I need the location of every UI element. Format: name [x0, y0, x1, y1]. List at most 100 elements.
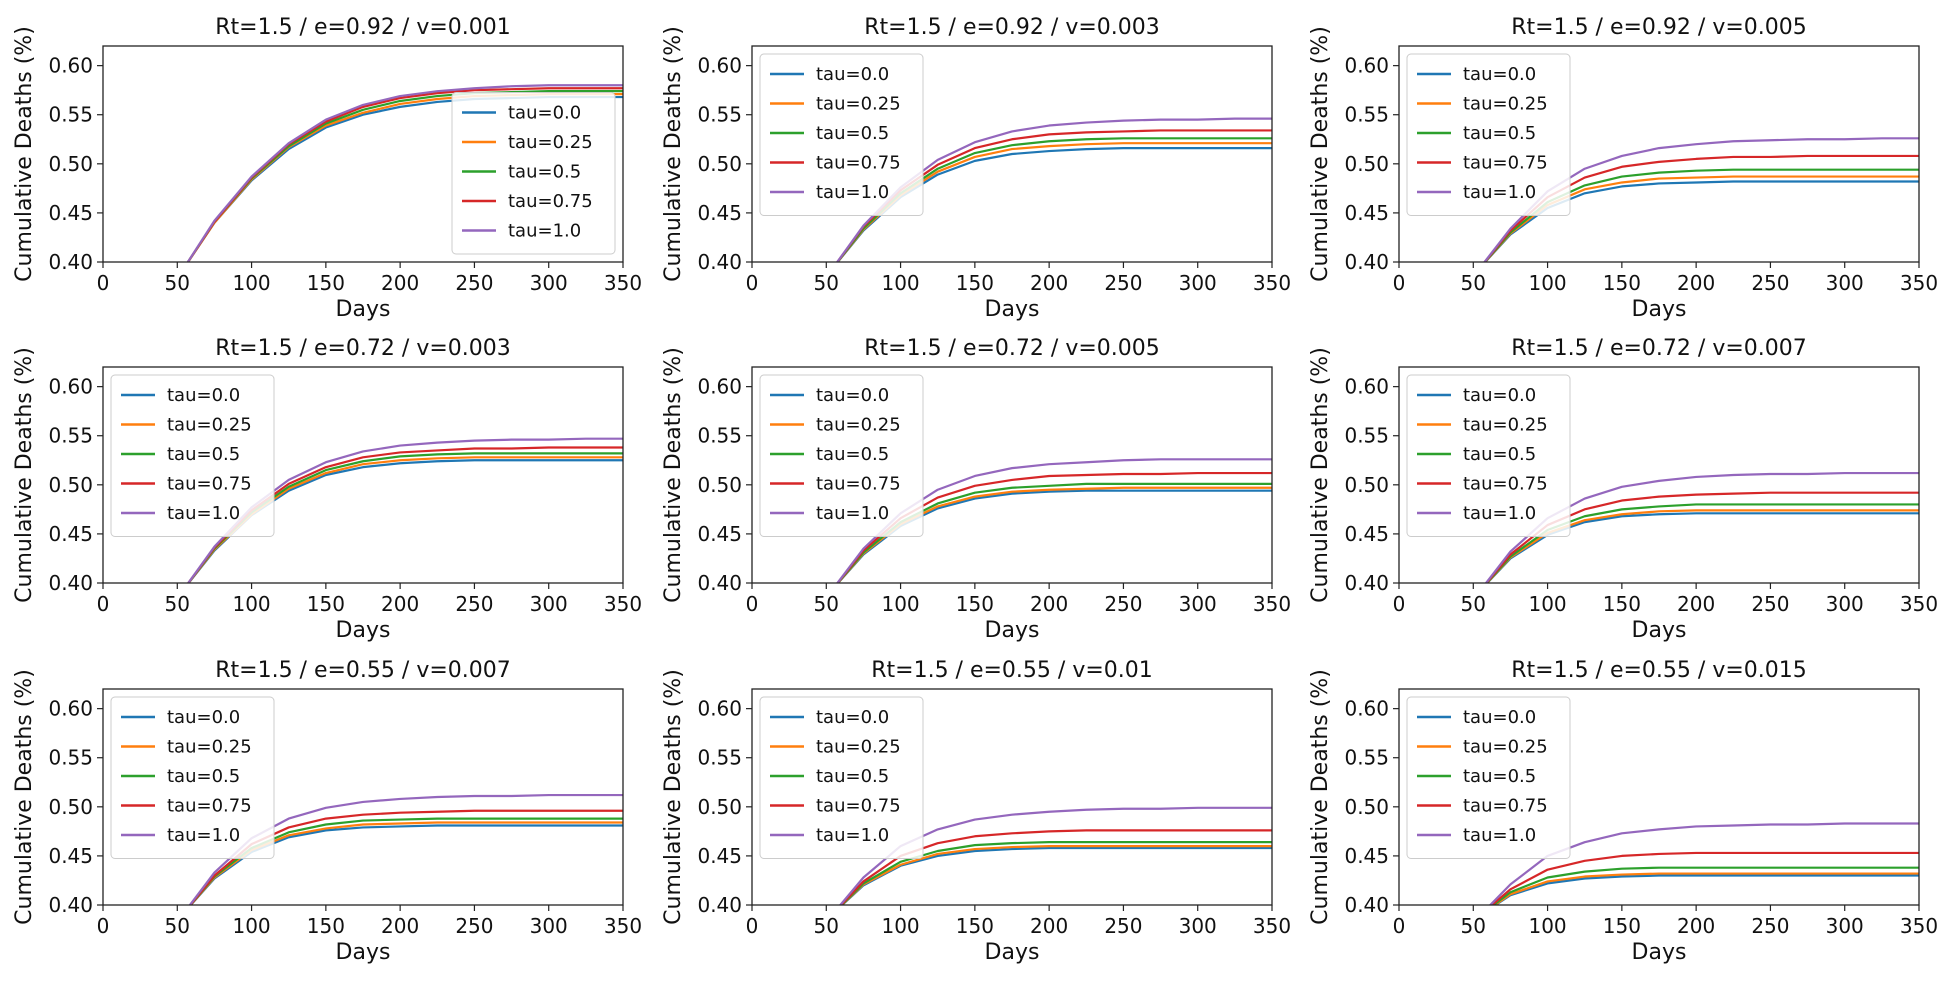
- chart-panel-1: 0 50 100 150 200 250 300 350 0.40 0.45 0.50 0.55 0.6…: [12, 15, 642, 322]
- y-tick-label: 0.45: [48, 201, 93, 225]
- y-axis-title: Cumulative Deaths (%): [12, 347, 37, 603]
- x-tick-label: 100: [881, 914, 919, 938]
- x-tick-label: 0: [1393, 271, 1406, 295]
- y-tick-label: 0.60: [1344, 697, 1389, 721]
- legend-label: tau=0.25: [167, 415, 252, 436]
- x-axis-title: Days: [1632, 297, 1687, 322]
- y-tick-label: 0.40: [48, 250, 93, 274]
- legend-label: tau=0.75: [816, 796, 901, 817]
- legend-label: tau=0.25: [1463, 94, 1548, 115]
- y-tick-label: 0.60: [1344, 375, 1389, 399]
- x-tick-label: 50: [165, 271, 190, 295]
- y-tick-label: 0.60: [697, 54, 742, 78]
- x-tick-label: 250: [1751, 592, 1789, 616]
- y-tick-label: 0.45: [48, 844, 93, 868]
- legend-label: tau=0.5: [508, 162, 581, 183]
- x-tick-label: 150: [956, 914, 994, 938]
- panel-title: Rt=1.5 / e=0.92 / v=0.005: [1511, 15, 1807, 40]
- x-tick-label: 0: [97, 592, 110, 616]
- x-tick-label: 350: [604, 271, 642, 295]
- x-tick-label: 50: [1461, 592, 1486, 616]
- x-tick-label: 100: [881, 271, 919, 295]
- legend-label: tau=0.25: [816, 737, 901, 758]
- x-tick-label: 350: [604, 914, 642, 938]
- legend-box: [1406, 696, 1571, 859]
- legend-box: [759, 696, 924, 859]
- legend-label: tau=0.75: [816, 474, 901, 495]
- x-tick-label: 50: [814, 592, 839, 616]
- y-tick-label: 0.50: [48, 152, 93, 176]
- x-tick-label: 250: [1104, 592, 1142, 616]
- y-tick-label: 0.60: [1344, 54, 1389, 78]
- x-tick-label: 300: [1179, 271, 1217, 295]
- legend-label: tau=1.0: [816, 825, 889, 846]
- chart-panel-5: 0 50 100 150 200 250 300 350 0.40 0.45 0.50 0.55 0.6…: [661, 336, 1291, 643]
- x-tick-label: 0: [1393, 914, 1406, 938]
- y-tick-label: 0.60: [697, 697, 742, 721]
- series-line-tau-1-0: [186, 84, 623, 262]
- chart-panel-3: 0 50 100 150 200 250 300 350 0.40 0.45 0.50 0.55 0.6…: [1308, 15, 1938, 322]
- y-tick-label: 0.60: [48, 54, 93, 78]
- chart-panel-7: 0 50 100 150 200 250 300 350 0.40 0.45 0.50 0.55 0.6…: [12, 658, 642, 965]
- legend: tau=0.0 tau=0.25 tau=0.5 tau=0.75 tau=1.0: [759, 696, 924, 859]
- x-tick-label: 150: [956, 271, 994, 295]
- x-tick-label: 100: [232, 592, 270, 616]
- axes-frame: [102, 45, 624, 263]
- x-tick-label: 0: [746, 592, 759, 616]
- x-tick-label: 150: [307, 914, 345, 938]
- y-tick-label: 0.40: [1344, 893, 1389, 917]
- x-axis-title: Days: [1632, 618, 1687, 643]
- y-tick-label: 0.55: [1344, 424, 1389, 448]
- x-tick-label: 50: [814, 271, 839, 295]
- x-tick-label: 350: [1900, 271, 1938, 295]
- x-tick-label: 100: [881, 592, 919, 616]
- y-tick-label: 0.55: [1344, 746, 1389, 770]
- legend-label: tau=0.25: [167, 737, 252, 758]
- x-tick-label: 150: [956, 592, 994, 616]
- y-tick-label: 0.40: [697, 250, 742, 274]
- y-tick-label: 0.55: [48, 424, 93, 448]
- legend-label: tau=0.5: [816, 123, 889, 144]
- x-tick-label: 300: [1179, 914, 1217, 938]
- axes-frame: [751, 45, 1273, 263]
- legend: tau=0.0 tau=0.25 tau=0.5 tau=0.75 tau=1.0: [759, 374, 924, 537]
- legend-label: tau=0.5: [816, 444, 889, 465]
- x-tick-label: 200: [1677, 914, 1715, 938]
- legend-label: tau=0.75: [1463, 474, 1548, 495]
- legend-label: tau=1.0: [1463, 825, 1536, 846]
- y-tick-label: 0.45: [697, 844, 742, 868]
- legend: tau=0.0 tau=0.25 tau=0.5 tau=0.75 tau=1.0: [1406, 696, 1571, 859]
- panel-title: Rt=1.5 / e=0.55 / v=0.015: [1511, 658, 1807, 683]
- x-axis-title: Days: [985, 940, 1040, 965]
- legend-label: tau=1.0: [508, 221, 581, 242]
- series-line-tau-0-25: [1492, 872, 1919, 905]
- legend-label: tau=0.0: [816, 64, 889, 85]
- legend-label: tau=0.5: [816, 766, 889, 787]
- x-tick-label: 350: [604, 592, 642, 616]
- x-tick-label: 300: [530, 914, 568, 938]
- legend-label: tau=1.0: [167, 503, 240, 524]
- y-tick-label: 0.40: [48, 893, 93, 917]
- y-tick-label: 0.55: [697, 746, 742, 770]
- x-tick-label: 300: [1826, 592, 1864, 616]
- y-tick-label: 0.40: [1344, 250, 1389, 274]
- y-tick-label: 0.45: [697, 522, 742, 546]
- y-axis-title: Cumulative Deaths (%): [1308, 669, 1333, 925]
- legend-label: tau=0.5: [1463, 766, 1536, 787]
- y-tick-label: 0.60: [697, 375, 742, 399]
- legend-label: tau=0.25: [1463, 737, 1548, 758]
- y-axis-title: Cumulative Deaths (%): [1308, 26, 1333, 282]
- legend-label: tau=0.75: [1463, 796, 1548, 817]
- x-tick-label: 50: [165, 914, 190, 938]
- series-line-tau-0-5: [840, 841, 1272, 905]
- x-tick-label: 0: [97, 914, 110, 938]
- x-tick-label: 350: [1900, 914, 1938, 938]
- x-tick-label: 200: [381, 271, 419, 295]
- x-tick-label: 100: [1528, 914, 1566, 938]
- x-axis-title: Days: [336, 940, 391, 965]
- chart-panel-9: 0 50 100 150 200 250 300 350 0.40 0.45 0.50 0.55 0.6…: [1308, 658, 1938, 965]
- x-axis-title: Days: [336, 297, 391, 322]
- x-tick-label: 100: [232, 271, 270, 295]
- panel-title: Rt=1.5 / e=0.92 / v=0.001: [215, 15, 511, 40]
